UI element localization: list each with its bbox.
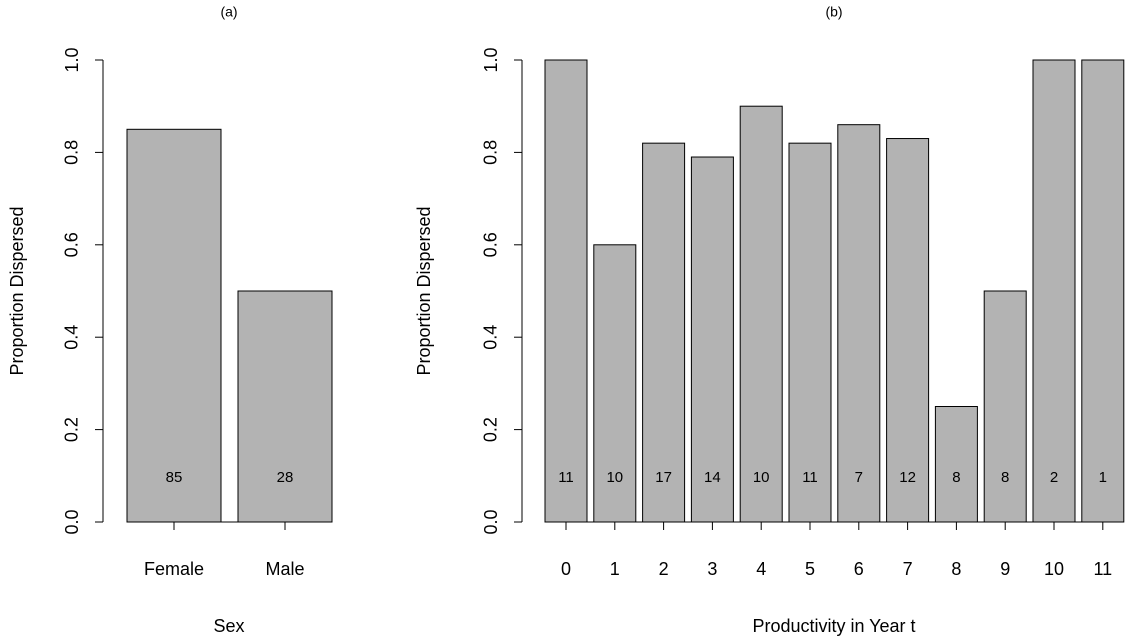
y-tick-label: 0.2 <box>481 417 501 442</box>
bar <box>1032 59 1076 523</box>
x-tick-label: 8 <box>951 559 961 579</box>
y-tick-label: 0.4 <box>481 325 501 350</box>
y-tick-label: 0.2 <box>62 417 82 442</box>
y-axis-title: Proportion Dispersed <box>414 206 434 375</box>
y-tick-label: 1.0 <box>62 47 82 72</box>
x-tick-label: 7 <box>903 559 913 579</box>
bar-count-label: 17 <box>655 469 672 486</box>
y-tick-label: 0.8 <box>481 140 501 165</box>
bar-count-label: 1 <box>1099 469 1107 486</box>
bar-count-label: 10 <box>606 469 623 486</box>
bar <box>739 105 783 523</box>
y-tick-label: 0.0 <box>62 509 82 534</box>
y-axis-title: Proportion Dispersed <box>7 206 27 375</box>
bar-count-label: 11 <box>558 469 574 486</box>
chart-title: (a) <box>220 4 237 20</box>
bar-count-label: 10 <box>753 469 770 486</box>
x-tick-label: 3 <box>707 559 717 579</box>
y-tick-label: 0.8 <box>62 140 82 165</box>
y-tick-label: 0.6 <box>62 232 82 257</box>
bar <box>1081 59 1125 523</box>
bar <box>544 59 588 523</box>
x-tick-label: 6 <box>854 559 864 579</box>
chart-title: (b) <box>825 4 842 20</box>
x-tick-label: 0 <box>561 559 571 579</box>
x-tick-label: 4 <box>756 559 766 579</box>
x-tick-label: Female <box>144 559 204 579</box>
x-axis-title: Sex <box>213 616 244 636</box>
bar <box>642 142 686 523</box>
x-tick-label: 2 <box>659 559 669 579</box>
y-tick-label: 1.0 <box>481 47 501 72</box>
bar <box>593 244 637 523</box>
bar <box>934 406 978 523</box>
x-tick-label: 9 <box>1000 559 1010 579</box>
x-tick-label: 11 <box>1093 559 1112 579</box>
bar <box>886 138 930 523</box>
bar-count-label: 85 <box>166 469 183 486</box>
y-tick-label: 0.4 <box>62 325 82 350</box>
bar-count-label: 2 <box>1050 469 1058 486</box>
x-tick-label: Male <box>265 559 304 579</box>
bar-count-label: 12 <box>899 469 916 486</box>
bar <box>126 128 222 523</box>
x-tick-label: 5 <box>805 559 815 579</box>
bar <box>983 290 1027 523</box>
x-axis-title: Productivity in Year t <box>752 616 915 636</box>
bar-count-label: 8 <box>1001 469 1009 486</box>
bar <box>690 156 734 523</box>
bar <box>237 290 333 523</box>
y-tick-label: 0.6 <box>481 232 501 257</box>
bar-count-label: 14 <box>704 469 721 486</box>
bar-count-label: 8 <box>952 469 960 486</box>
bar-count-label: 28 <box>277 469 294 486</box>
x-tick-label: 1 <box>610 559 620 579</box>
x-tick-label: 10 <box>1044 559 1064 579</box>
y-tick-label: 0.0 <box>481 509 501 534</box>
bar-count-label: 11 <box>802 469 818 486</box>
bar-count-label: 7 <box>855 469 863 486</box>
bar <box>837 124 881 523</box>
bar <box>788 142 832 523</box>
